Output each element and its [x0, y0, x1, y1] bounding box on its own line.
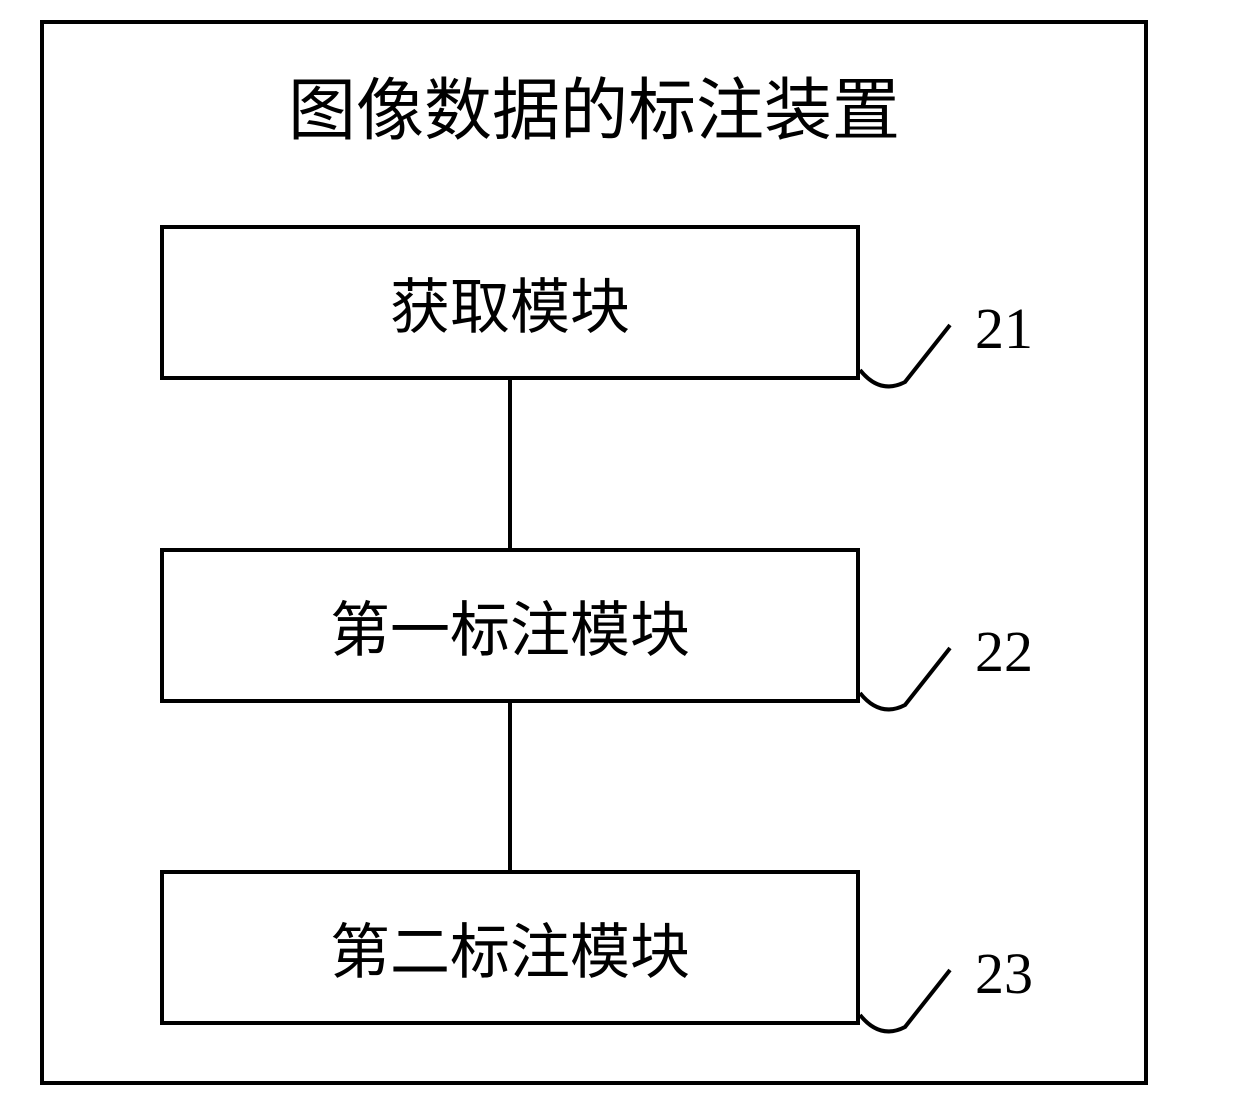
connector-1-2	[508, 380, 512, 548]
module-label-2: 第一标注模块	[330, 582, 690, 669]
module-label-3: 第二标注模块	[330, 904, 690, 991]
module-label-1: 获取模块	[390, 259, 630, 346]
module-box-1: 获取模块	[160, 225, 860, 380]
diagram-title: 图像数据的标注装置	[40, 55, 1148, 154]
module-box-2: 第一标注模块	[160, 548, 860, 703]
connector-2-3	[508, 703, 512, 870]
reference-number-2: 22	[975, 618, 1033, 685]
reference-number-3: 23	[975, 940, 1033, 1007]
module-box-3: 第二标注模块	[160, 870, 860, 1025]
reference-number-1: 21	[975, 295, 1033, 362]
